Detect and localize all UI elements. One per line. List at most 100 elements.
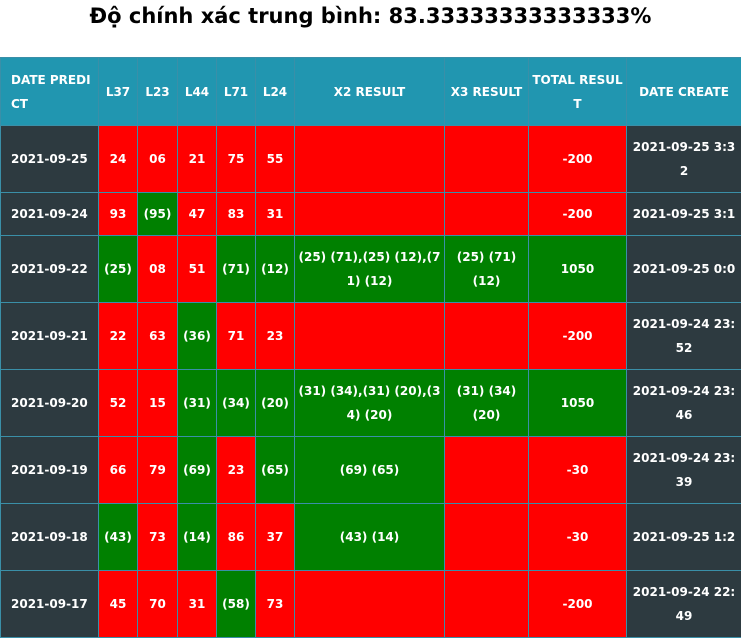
header-total-result: TOTAL RESULT	[528, 57, 627, 126]
date-predict-cell: 2021-09-20	[0, 369, 99, 437]
table-row: 2021-09-21 22 63 (36) 71 23 -200 2021-09-24 23:…	[0, 302, 741, 370]
total-result-cell: -200	[528, 570, 627, 638]
table-row: 2021-09-17 45 70 31 (58) 73 -200 2021-09-24 22:…	[0, 570, 741, 638]
x3-result-cell	[444, 436, 529, 504]
table-row: 2021-09-25 24 06 21 75 55 -200 2021-09-25 3:32	[0, 125, 741, 193]
l24-cell: (12)	[255, 235, 295, 303]
x2-result-cell: (69) (65)	[294, 436, 445, 504]
l44-cell: (14)	[177, 503, 217, 571]
header-row: DATE PREDICT L37 L23 L44 L71 L24 X2 RESU…	[0, 57, 741, 126]
l23-cell: (95)	[137, 192, 178, 236]
x2-result-cell: (31) (34),(31) (20),(34) (20)	[294, 369, 445, 437]
date-create-cell: 2021-09-25 3:32	[626, 125, 741, 193]
date-create-cell: 2021-09-25 3:1	[626, 192, 741, 236]
l71-cell: (71)	[216, 235, 256, 303]
header-l71: L71	[216, 57, 256, 126]
l24-cell: 73	[255, 570, 295, 638]
l44-cell: 31	[177, 570, 217, 638]
date-create-cell: 2021-09-24 23:39	[626, 436, 741, 504]
header-date-create: DATE CREATE	[626, 57, 741, 126]
l24-cell: 23	[255, 302, 295, 370]
l71-cell: 86	[216, 503, 256, 571]
l37-cell: 66	[98, 436, 138, 504]
total-result-cell: 1050	[528, 369, 627, 437]
l37-cell: (25)	[98, 235, 138, 303]
header-l44: L44	[177, 57, 217, 126]
l44-cell: (31)	[177, 369, 217, 437]
header-l37: L37	[98, 57, 138, 126]
l23-cell: 70	[137, 570, 178, 638]
l71-cell: 71	[216, 302, 256, 370]
l44-cell: 21	[177, 125, 217, 193]
l71-cell: (58)	[216, 570, 256, 638]
x3-result-cell: (25) (71) (12)	[444, 235, 529, 303]
total-result-cell: -200	[528, 192, 627, 236]
date-predict-cell: 2021-09-24	[0, 192, 99, 236]
total-result-cell: 1050	[528, 235, 627, 303]
l23-cell: 08	[137, 235, 178, 303]
date-create-cell: 2021-09-25 0:0	[626, 235, 741, 303]
table-row: 2021-09-22 (25) 08 51 (71) (12) (25) (71),(25)…	[0, 235, 741, 303]
l23-cell: 06	[137, 125, 178, 193]
l24-cell: 37	[255, 503, 295, 571]
header-l24: L24	[255, 57, 295, 126]
l44-cell: 47	[177, 192, 217, 236]
page-title: Độ chính xác trung bình: 83.333333333333…	[89, 4, 652, 28]
results-table: DATE PREDICT L37 L23 L44 L71 L24 X2 RESU…	[0, 57, 741, 638]
header-l23: L23	[137, 57, 178, 126]
l44-cell: (69)	[177, 436, 217, 504]
x2-result-cell	[294, 192, 445, 236]
l24-cell: (20)	[255, 369, 295, 437]
x3-result-cell	[444, 503, 529, 571]
date-create-cell: 2021-09-25 1:2	[626, 503, 741, 571]
table-row: 2021-09-18 (43) 73 (14) 86 37 (43) (14) -30 2021…	[0, 503, 741, 571]
x2-result-cell	[294, 302, 445, 370]
x2-result-cell: (25) (71),(25) (12),(71) (12)	[294, 235, 445, 303]
l37-cell: 24	[98, 125, 138, 193]
date-predict-cell: 2021-09-17	[0, 570, 99, 638]
l71-cell: 83	[216, 192, 256, 236]
total-result-cell: -200	[528, 125, 627, 193]
date-create-cell: 2021-09-24 23:52	[626, 302, 741, 370]
x2-result-cell: (43) (14)	[294, 503, 445, 571]
x3-result-cell	[444, 570, 529, 638]
l37-cell: 22	[98, 302, 138, 370]
date-predict-cell: 2021-09-21	[0, 302, 99, 370]
x3-result-cell	[444, 192, 529, 236]
date-predict-cell: 2021-09-22	[0, 235, 99, 303]
table-row: 2021-09-20 52 15 (31) (34) (20) (31) (34),(31)…	[0, 369, 741, 437]
x3-result-cell	[444, 302, 529, 370]
l24-cell: 31	[255, 192, 295, 236]
l23-cell: 15	[137, 369, 178, 437]
l71-cell: (34)	[216, 369, 256, 437]
l37-cell: 93	[98, 192, 138, 236]
total-result-cell: -30	[528, 503, 627, 571]
l37-cell: (43)	[98, 503, 138, 571]
l44-cell: (36)	[177, 302, 217, 370]
l71-cell: 23	[216, 436, 256, 504]
date-predict-cell: 2021-09-19	[0, 436, 99, 504]
table-row: 2021-09-24 93 (95) 47 83 31 -200 2021-09-25 3:1	[0, 192, 741, 236]
l44-cell: 51	[177, 235, 217, 303]
l23-cell: 73	[137, 503, 178, 571]
date-create-cell: 2021-09-24 22:49	[626, 570, 741, 638]
date-predict-cell: 2021-09-18	[0, 503, 99, 571]
x2-result-cell	[294, 125, 445, 193]
results-body: 2021-09-25 24 06 21 75 55 -200 2021-09-25 3:32 2…	[0, 125, 741, 638]
x3-result-cell: (31) (34) (20)	[444, 369, 529, 437]
x2-result-cell	[294, 570, 445, 638]
header-date-predict: DATE PREDICT	[0, 57, 99, 126]
total-result-cell: -30	[528, 436, 627, 504]
l23-cell: 79	[137, 436, 178, 504]
header-x3-result: X3 RESULT	[444, 57, 529, 126]
table-row: 2021-09-19 66 79 (69) 23 (65) (69) (65) -30 2021…	[0, 436, 741, 504]
l24-cell: 55	[255, 125, 295, 193]
l71-cell: 75	[216, 125, 256, 193]
x3-result-cell	[444, 125, 529, 193]
l24-cell: (65)	[255, 436, 295, 504]
total-result-cell: -200	[528, 302, 627, 370]
l37-cell: 52	[98, 369, 138, 437]
l23-cell: 63	[137, 302, 178, 370]
header-x2-result: X2 RESULT	[294, 57, 445, 126]
date-create-cell: 2021-09-24 23:46	[626, 369, 741, 437]
